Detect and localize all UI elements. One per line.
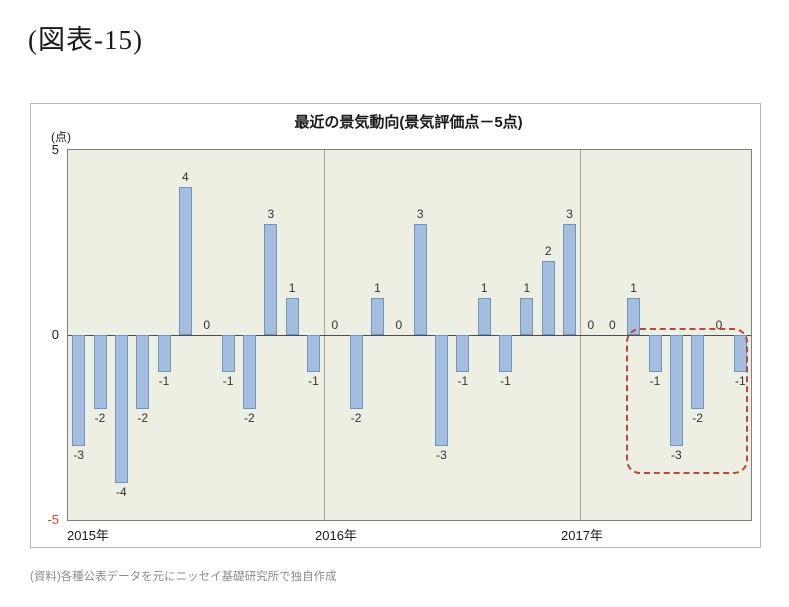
bar-value-label: -1	[308, 374, 319, 388]
y-tick-0: 0	[51, 327, 59, 342]
bar	[136, 335, 150, 409]
bar	[499, 335, 512, 372]
bar-value-label: 3	[566, 207, 573, 221]
bar-value-label: 0	[715, 318, 723, 332]
chart-area: 最近の景気動向(景気評価点－5点) (点) 5 0 -5 -3 -2 -4 -2 -1 4…	[30, 103, 761, 548]
bar-value-label: 0	[203, 318, 211, 332]
y-axis-unit-label: (点)	[51, 130, 71, 144]
bar	[157, 335, 171, 372]
bar-value-label: -2	[692, 411, 703, 425]
bar-value-label: -3	[436, 448, 447, 462]
bar-value-label: -3	[73, 448, 85, 462]
bar-value-label: 3	[416, 207, 424, 221]
bar	[285, 298, 299, 335]
bar	[669, 335, 683, 446]
bar	[413, 224, 427, 335]
bar-value-label: -1	[500, 374, 511, 388]
zero-axis-line	[68, 335, 751, 336]
bar-value-label: 0	[587, 318, 595, 332]
bar-value-label: 1	[374, 281, 381, 295]
bar-value-label: -4	[116, 485, 127, 499]
bar	[541, 261, 555, 335]
bar-value-label: -2	[94, 411, 106, 425]
bar-value-label: 2	[544, 244, 552, 258]
bar	[520, 298, 534, 335]
bar-value-label: 3	[267, 207, 275, 221]
bar-value-label: 0	[395, 318, 403, 332]
bar	[264, 224, 278, 335]
y-tick-5: 5	[51, 142, 59, 157]
bar	[456, 335, 470, 372]
recent-months-highlight-box	[626, 328, 748, 474]
bar-value-label: -1	[158, 374, 170, 388]
bar-value-label: -1	[734, 374, 746, 388]
plot-area: -3 -2 -4 -2 -1 4 0 -1 -2 3 1 -1 0 -2 1 0 3 -3 -1 1 -1 1 2 3 0 0 1-…	[67, 149, 752, 521]
x-label-2016: 2016年	[315, 528, 357, 543]
bar-value-label: 1	[288, 281, 296, 295]
bar	[349, 335, 363, 409]
bar	[93, 335, 107, 409]
bar	[114, 335, 128, 483]
bar-value-label: -3	[670, 448, 682, 462]
bar-value-label: 0	[331, 318, 339, 332]
bar	[307, 335, 320, 372]
bar	[221, 335, 235, 372]
bar-value-label: -1	[222, 374, 234, 388]
chart-title: 最近の景気動向(景気評価点－5点)	[294, 114, 523, 131]
bar	[371, 298, 384, 335]
bar	[242, 335, 256, 409]
bar	[477, 298, 491, 335]
bar-value-label: -2	[350, 411, 362, 425]
bar-value-label: -2	[244, 411, 255, 425]
bar-value-label: -1	[457, 374, 469, 388]
bar	[178, 187, 192, 335]
bar-value-label: 1	[480, 281, 488, 295]
bar	[72, 335, 86, 446]
bar-value-label: 1	[523, 281, 531, 295]
x-label-2017: 2017年	[561, 528, 603, 543]
figure-label: (図表-15)	[28, 25, 143, 55]
bar	[648, 335, 662, 372]
source-note: (資料)各種公表データを元にニッセイ基礎研究所で独自作成	[30, 571, 337, 583]
bar-value-label: 1	[630, 281, 637, 295]
y-tick-neg5: -5	[47, 512, 59, 527]
bar	[563, 224, 577, 335]
x-label-2015: 2015年	[67, 528, 109, 543]
bar-value-label: 0	[608, 318, 616, 332]
bar-value-label: -2	[137, 411, 149, 425]
bar-value-label: -1	[649, 374, 661, 388]
bar-value-label: 4	[182, 170, 189, 184]
bar	[435, 335, 448, 446]
bar	[691, 335, 705, 409]
